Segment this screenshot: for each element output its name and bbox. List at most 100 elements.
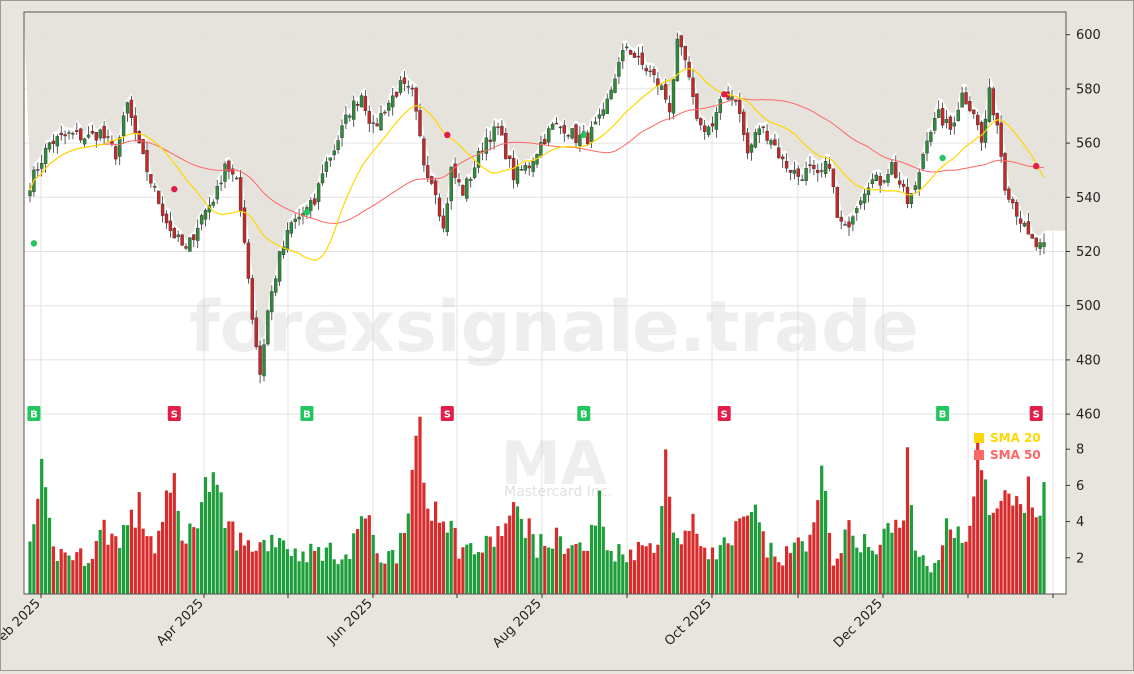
volume-bar: [51, 546, 55, 594]
volume-bar: [668, 496, 672, 594]
candle-body: [484, 137, 488, 154]
volume-bar: [28, 541, 32, 594]
candle-body: [921, 153, 925, 169]
candle-body: [589, 126, 594, 142]
candle-body: [457, 179, 461, 183]
volume-bar: [527, 518, 531, 594]
watermark: forexsignale.trade: [189, 286, 918, 368]
volume-bar: [543, 546, 547, 594]
volume-bar: [582, 550, 586, 594]
volume-bar: [176, 510, 180, 594]
candle-body: [47, 142, 52, 150]
volume-bar: [515, 506, 520, 594]
candle-body: [242, 207, 247, 243]
candle-body: [437, 197, 442, 217]
volume-bar: [40, 458, 44, 594]
candle-body: [886, 173, 890, 183]
volume-bar: [753, 504, 757, 594]
candle-body: [944, 119, 949, 124]
volume-bar: [816, 500, 820, 594]
candle-body: [695, 93, 699, 119]
volume-bar: [367, 515, 371, 594]
volume-bar: [153, 553, 157, 594]
candles: [28, 32, 1046, 384]
volume-bar: [664, 449, 668, 594]
candle-body: [250, 278, 255, 320]
volume-bar: [937, 560, 941, 594]
candle-body: [972, 109, 976, 114]
volume-bar: [492, 546, 496, 594]
candle-body: [964, 92, 968, 105]
candle-body: [808, 164, 812, 167]
candle-body: [991, 88, 995, 116]
volume-bar: [1026, 476, 1030, 594]
candle-body: [890, 162, 894, 175]
volume-bar: [535, 557, 539, 594]
volume-bar: [106, 544, 110, 594]
volume-bar: [449, 520, 453, 594]
volume-bar: [781, 565, 785, 594]
candle-body: [523, 164, 527, 171]
volume-bar: [882, 528, 886, 594]
candle-body: [215, 186, 219, 200]
volume-bar: [632, 560, 637, 594]
volume-bar: [90, 558, 94, 594]
volume-bar: [909, 505, 913, 594]
volume-bar: [223, 528, 227, 594]
candle-body: [597, 114, 602, 119]
candle-body: [816, 169, 820, 174]
candle-body: [847, 221, 851, 228]
volume-bar: [254, 550, 258, 594]
candle-body: [820, 170, 824, 172]
candle-body: [340, 125, 344, 138]
volume-bar: [1042, 482, 1046, 594]
candle-body: [504, 132, 508, 160]
volume-bar: [636, 541, 640, 594]
volume-bar: [328, 542, 332, 594]
candle-body: [714, 112, 719, 130]
volume-bar: [137, 492, 141, 594]
volume-bar: [157, 530, 161, 594]
volume-bar: [219, 492, 223, 594]
candle-body: [297, 216, 301, 220]
candle-body: [613, 78, 617, 93]
volume-bar: [164, 490, 169, 594]
volume-bar: [168, 492, 172, 594]
volume-bar: [414, 435, 418, 594]
volume-bar: [734, 521, 738, 594]
candle-body: [367, 111, 371, 124]
volume-bar: [558, 536, 562, 594]
candle-body: [78, 128, 83, 141]
candle-body: [36, 169, 40, 171]
candle-body: [948, 116, 953, 130]
volume-bar: [402, 533, 406, 594]
volume-bar: [687, 531, 691, 594]
candle-body: [465, 178, 469, 199]
volume-bar: [917, 556, 921, 594]
volume-bar: [859, 552, 863, 594]
legend-swatch-sma50: [974, 450, 984, 460]
volume-bar: [480, 552, 484, 594]
volume-bar: [324, 547, 328, 594]
candle-body: [125, 102, 130, 114]
legend-label-sma20: SMA 20: [990, 431, 1041, 445]
signal-badge: [300, 406, 314, 421]
candle-body: [63, 134, 67, 137]
volume-bar: [609, 551, 613, 594]
volume-bar: [278, 538, 282, 594]
volume-bar: [605, 550, 609, 594]
volume-bar: [886, 523, 890, 594]
candle-body: [913, 185, 917, 191]
volume-tick-label: 2: [1076, 551, 1084, 566]
volume-bar: [1022, 512, 1027, 594]
volume-bar: [512, 502, 516, 594]
candle-body: [188, 237, 192, 252]
volume-bar: [617, 544, 621, 594]
volume-bar: [215, 484, 219, 594]
candle-body: [449, 166, 453, 202]
candle-body: [593, 121, 598, 125]
candle-body: [180, 234, 184, 246]
volume-bar: [122, 524, 126, 594]
candle-body: [578, 134, 582, 146]
volume-bar: [79, 548, 83, 594]
